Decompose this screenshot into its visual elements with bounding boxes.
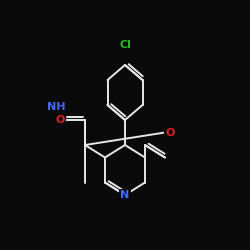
Text: Cl: Cl (119, 40, 131, 50)
Text: O: O (56, 115, 65, 125)
Text: N: N (120, 190, 130, 200)
Text: NH: NH (46, 102, 65, 113)
Text: O: O (165, 128, 174, 138)
